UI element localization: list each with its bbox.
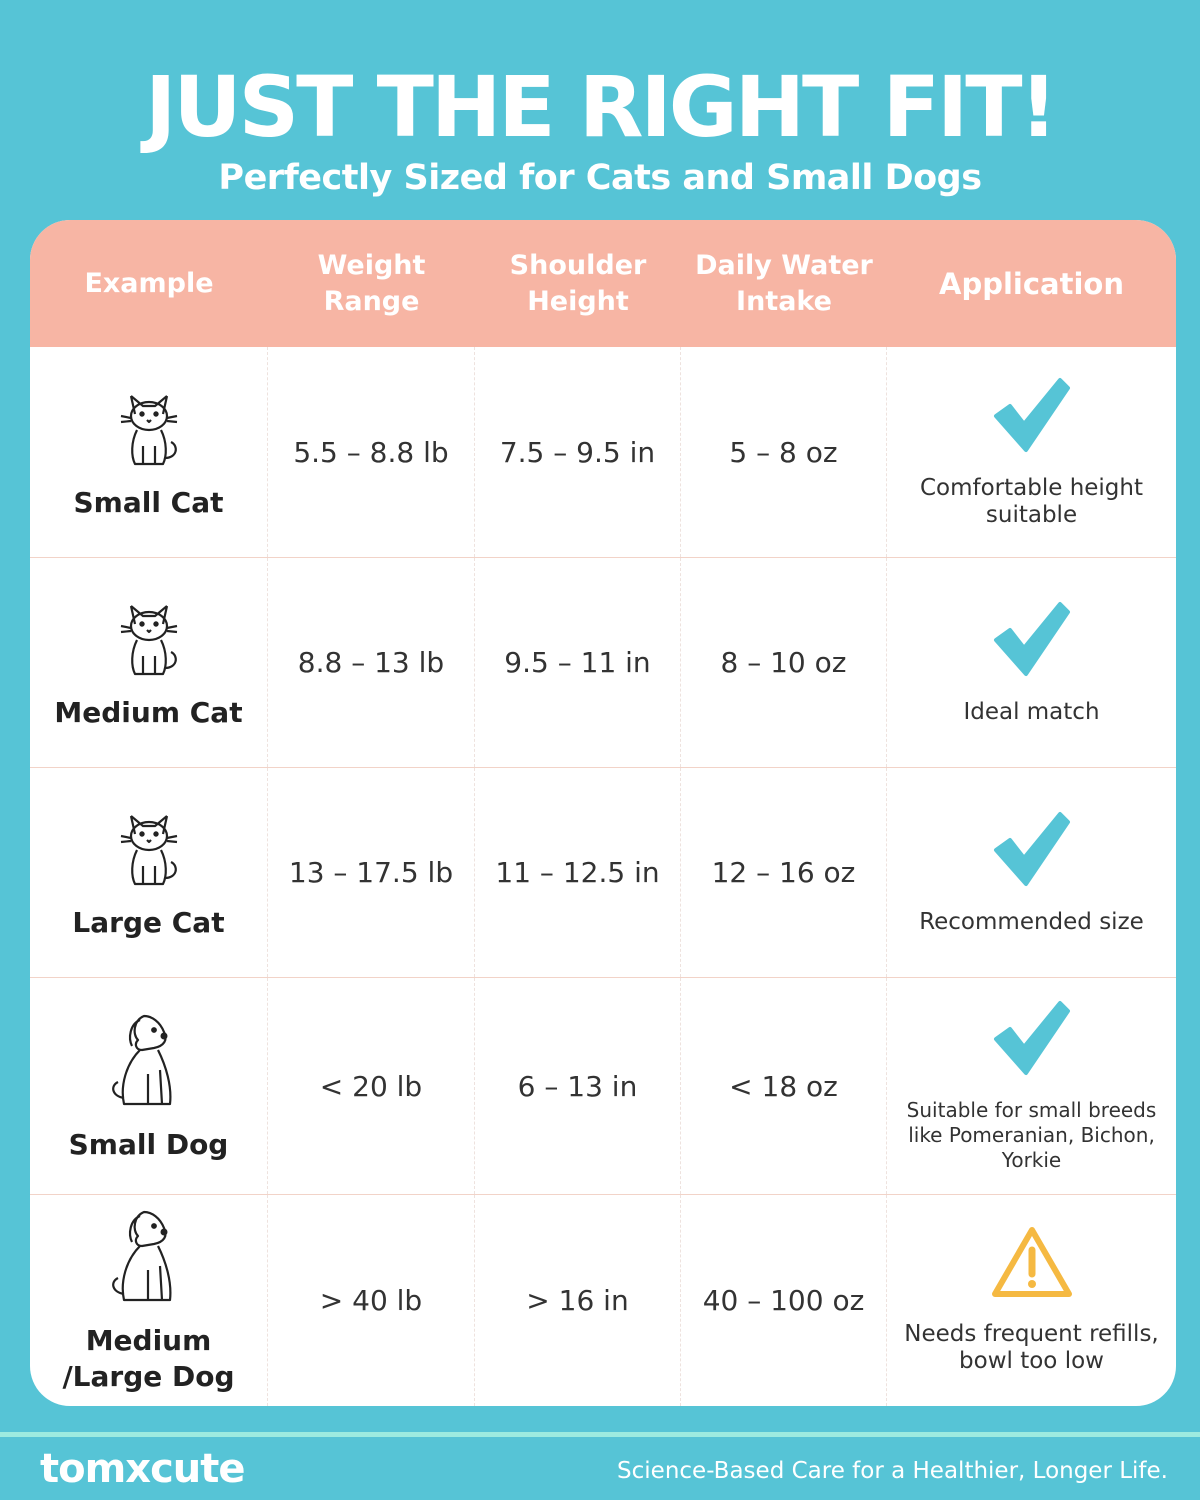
- table-row: Small Cat 5.5 – 8.8 lb 7.5 – 9.5 in 5 – …: [30, 347, 1176, 558]
- example-cell: Small Dog: [30, 978, 268, 1194]
- brand-logo: tomxcute: [40, 1446, 246, 1492]
- application-text: Ideal match: [963, 698, 1100, 725]
- page-title: JUST THE RIGHT FIT!: [145, 58, 1058, 156]
- column-header: Shoulder Height: [509, 249, 647, 317]
- weight-cell: 8.8 – 13 lb: [268, 558, 475, 767]
- water-cell: 5 – 8 oz: [681, 347, 887, 557]
- example-name: Large Cat: [72, 906, 225, 939]
- height-cell: 6 – 13 in: [475, 978, 681, 1194]
- checkmark-icon: [992, 600, 1072, 685]
- example-name: Small Cat: [73, 485, 224, 519]
- footer-divider: [0, 1432, 1200, 1437]
- warning-icon: [991, 1226, 1073, 1307]
- application-cell: Needs frequent refills, bowl too low: [887, 1195, 1176, 1406]
- example-cell: Small Cat: [30, 347, 268, 557]
- weight-cell: < 20 lb: [268, 978, 475, 1194]
- application-text: Recommended size: [919, 908, 1144, 935]
- fit-table: Example Weight Range Shoulder Height Dai…: [30, 220, 1176, 1406]
- example-name: Medium Cat: [54, 696, 243, 729]
- height-cell: > 16 in: [475, 1195, 681, 1406]
- weight-cell: 13 – 17.5 lb: [268, 768, 475, 977]
- table-header: Example Weight Range Shoulder Height Dai…: [30, 220, 1176, 347]
- large-dog-icon: [104, 1206, 194, 1313]
- application-cell: Comfortable height suitable: [887, 347, 1176, 557]
- checkmark-icon: [992, 810, 1072, 895]
- application-text: Comfortable height suitable: [919, 474, 1144, 528]
- column-header: Application: [939, 266, 1124, 301]
- water-cell: 8 – 10 oz: [681, 558, 887, 767]
- table-row: Medium Cat 8.8 – 13 lb 9.5 – 11 in 8 – 1…: [30, 558, 1176, 768]
- checkmark-icon: [992, 376, 1072, 461]
- footer-tagline: Science-Based Care for a Healthier, Long…: [617, 1458, 1168, 1484]
- example-cell: Medium Cat: [30, 558, 268, 767]
- application-text: Needs frequent refills, bowl too low: [904, 1321, 1159, 1374]
- example-cell: Medium /Large Dog: [30, 1195, 268, 1406]
- column-header: Daily Water Intake: [695, 249, 873, 317]
- water-cell: 12 – 16 oz: [681, 768, 887, 977]
- example-cell: Large Cat: [30, 768, 268, 977]
- column-header: Example: [84, 267, 214, 299]
- cat-sitting-icon: [109, 384, 189, 475]
- application-cell: Recommended size: [887, 768, 1176, 977]
- height-cell: 11 – 12.5 in: [475, 768, 681, 977]
- small-dog-icon: [104, 1010, 194, 1117]
- example-name: Medium /Large Dog: [62, 1324, 235, 1393]
- table-row: Large Cat 13 – 17.5 lb 11 – 12.5 in 12 –…: [30, 768, 1176, 978]
- weight-cell: 5.5 – 8.8 lb: [268, 347, 475, 557]
- table-row: Small Dog < 20 lb 6 – 13 in < 18 oz Suit…: [30, 978, 1176, 1195]
- water-cell: 40 – 100 oz: [681, 1195, 887, 1406]
- height-cell: 9.5 – 11 in: [475, 558, 681, 767]
- weight-cell: > 40 lb: [268, 1195, 475, 1406]
- page-subtitle: Perfectly Sized for Cats and Small Dogs: [218, 158, 982, 198]
- application-cell: Ideal match: [887, 558, 1176, 767]
- application-cell: Suitable for small breeds like Pomerania…: [887, 978, 1176, 1194]
- column-header: Weight Range: [317, 249, 426, 317]
- checkmark-icon: [992, 999, 1072, 1084]
- cat-standing-icon: [109, 804, 189, 895]
- application-text: Suitable for small breeds like Pomerania…: [906, 1098, 1157, 1172]
- water-cell: < 18 oz: [681, 978, 887, 1194]
- cat-icon: [109, 594, 189, 685]
- example-name: Small Dog: [68, 1127, 229, 1161]
- height-cell: 7.5 – 9.5 in: [475, 347, 681, 557]
- table-row: Medium /Large Dog > 40 lb > 16 in 40 – 1…: [30, 1195, 1176, 1406]
